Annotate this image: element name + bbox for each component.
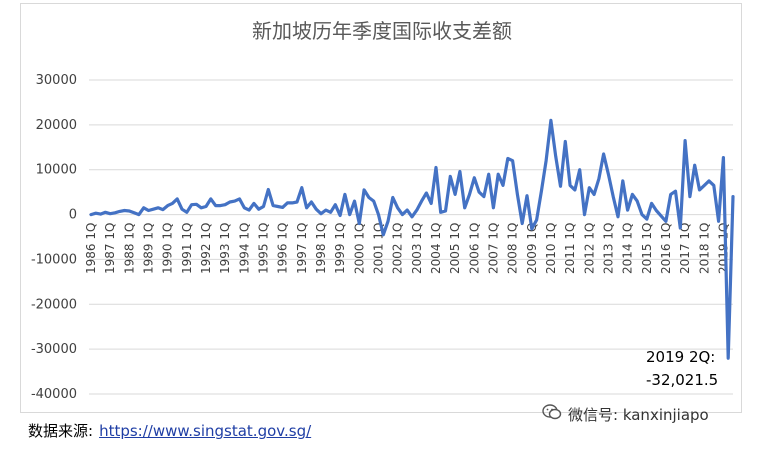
x-tick-label: 2015 1Q (640, 223, 654, 274)
x-tick-label: 2007 1Q (486, 223, 500, 274)
x-tick-label: 2019 1Q (716, 223, 730, 274)
y-tick-label: 10000 (36, 163, 77, 178)
x-tick-label: 2000 1Q (352, 223, 366, 274)
x-tick-label: 1995 1Q (256, 223, 270, 274)
x-tick-label: 1998 1Q (314, 223, 328, 274)
x-tick-label: 1997 1Q (295, 223, 309, 274)
x-axis-ticks: 1986 1Q 1987 1Q 1988 1Q 1989 1Q 1990 1Q 1991 … (84, 223, 730, 274)
x-tick-label: 2013 1Q (601, 223, 615, 274)
source-line: 数据来源: https://www.singstat.gov.sg/ (28, 420, 311, 441)
y-tick-label: -20000 (31, 297, 77, 312)
annotation-line-2: -32,021.5 (646, 371, 718, 389)
y-axis-ticks: 30000 20000 10000 0 -10000 -20000 -30000 -40000 (31, 73, 77, 402)
x-tick-label: 1989 1Q (141, 223, 155, 274)
x-tick-label: 1999 1Q (333, 223, 347, 274)
x-tick-label: 2004 1Q (429, 223, 443, 274)
y-tick-label: -10000 (31, 252, 77, 267)
x-tick-label: 1987 1Q (103, 223, 117, 274)
chart-frame: 新加坡历年季度国际收支差额 30000 20000 10000 0 -10000 -200… (20, 3, 742, 413)
x-tick-label: 2002 1Q (391, 223, 405, 274)
x-tick-label: 1993 1Q (218, 223, 232, 274)
chart-title: 新加坡历年季度国际收支差额 (252, 19, 512, 43)
y-tick-label: -30000 (31, 342, 77, 357)
x-tick-label: 2011 1Q (563, 223, 577, 274)
x-tick-label: 1991 1Q (180, 223, 194, 274)
x-tick-label: 1986 1Q (84, 223, 98, 274)
x-tick-label: 2010 1Q (544, 223, 558, 274)
gridlines (89, 79, 733, 395)
x-tick-label: 1992 1Q (199, 223, 213, 274)
x-tick-label: 2017 1Q (678, 223, 692, 274)
y-tick-label: 0 (69, 208, 77, 223)
x-tick-label: 2014 1Q (621, 223, 635, 274)
x-tick-label: 2008 1Q (506, 223, 520, 274)
y-tick-label: -40000 (31, 387, 77, 402)
y-tick-label: 20000 (36, 118, 77, 133)
source-label: 数据来源: (28, 422, 94, 440)
line-chart: 新加坡历年季度国际收支差额 30000 20000 10000 0 -10000 -200… (31, 19, 735, 402)
wechat-id: 微信号: kanxinjiapo (568, 406, 709, 424)
series-line (89, 118, 735, 360)
x-tick-label: 2018 1Q (697, 223, 711, 274)
x-tick-label: 2009 1Q (525, 223, 539, 274)
x-tick-label: 1996 1Q (276, 223, 290, 274)
x-tick-label: 1994 1Q (237, 223, 251, 274)
wechat-icon (542, 404, 562, 423)
x-tick-label: 2016 1Q (659, 223, 673, 274)
x-tick-label: 2005 1Q (448, 223, 462, 274)
x-tick-label: 1990 1Q (161, 223, 175, 274)
x-tick-label: 2012 1Q (582, 223, 596, 274)
x-tick-label: 2006 1Q (467, 223, 481, 274)
source-link[interactable]: https://www.singstat.gov.sg/ (99, 422, 312, 440)
x-tick-label: 2003 1Q (410, 223, 424, 274)
x-tick-label: 1988 1Q (122, 223, 136, 274)
annotation-line-1: 2019 2Q: (646, 348, 715, 366)
wechat-watermark: 微信号: kanxinjiapo (542, 404, 709, 425)
y-tick-label: 30000 (36, 73, 77, 88)
